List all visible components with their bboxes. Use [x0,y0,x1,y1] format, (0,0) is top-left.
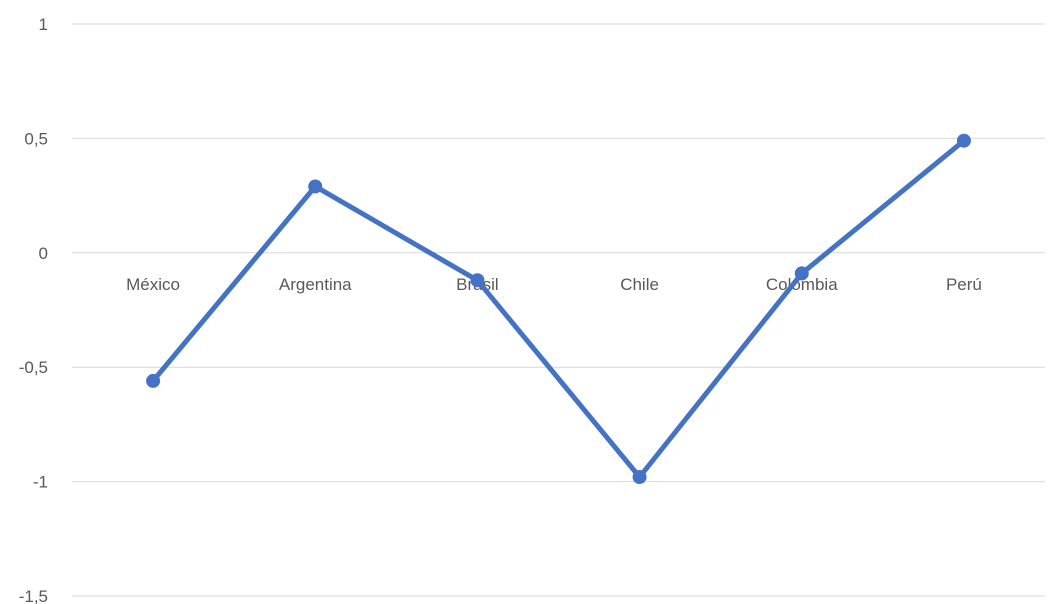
category-label: Perú [946,275,982,294]
category-label: Argentina [279,275,352,294]
data-point [308,179,323,194]
y-tick-label: -1,5 [19,587,48,604]
category-labels: MéxicoArgentinaBrasilChileColombiaPerú [126,275,982,294]
y-tick-label: 0 [39,244,48,263]
series-line [150,138,967,480]
category-label: México [126,275,180,294]
series-layer [146,133,971,485]
data-point [794,266,809,281]
y-tick-label: 1 [39,15,48,34]
data-point [632,470,647,485]
category-label: Colombia [766,275,838,294]
category-label: Chile [620,275,659,294]
data-point [956,133,971,148]
data-point [146,373,161,388]
y-tick-label: -0,5 [19,358,48,377]
y-tick-label: 0,5 [24,129,48,148]
y-tick-label: -1 [33,473,48,492]
data-point [470,273,485,288]
y-axis-tick-labels: 1 0,5 0 -0,5 -1 -1,5 [19,15,48,604]
gridlines [72,23,1045,597]
